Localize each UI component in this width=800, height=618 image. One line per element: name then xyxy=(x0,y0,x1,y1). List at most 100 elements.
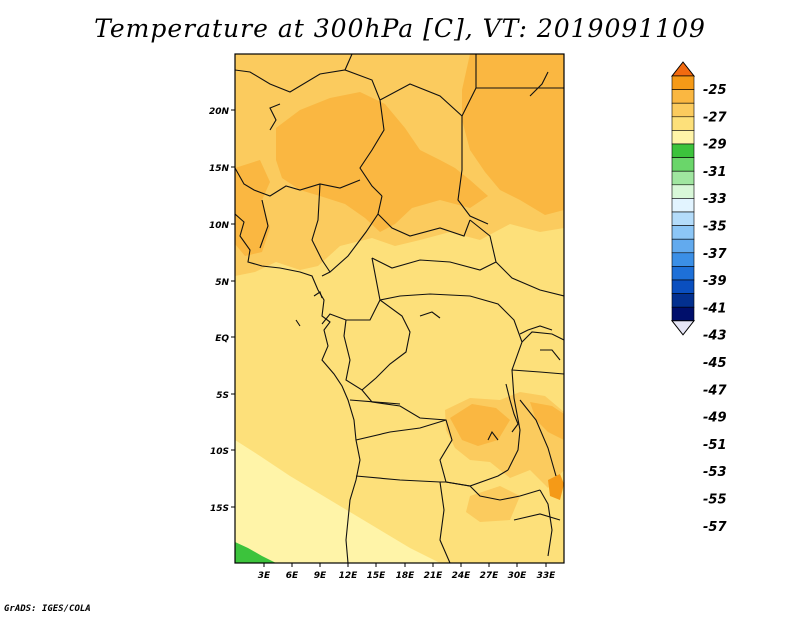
lon-tick-label: 9E xyxy=(314,571,327,581)
colorbar-segment xyxy=(671,238,695,254)
border-central-8 xyxy=(361,389,509,487)
colorbar-segment xyxy=(671,157,695,172)
colorbar-segment xyxy=(671,143,695,158)
colorbar-segment xyxy=(671,102,695,118)
colorbar: -25 -27 -29 -31 -33 -35 -37 -39 -41 -43 -45 -47 -49 -… xyxy=(670,61,727,535)
border-central-3 xyxy=(469,219,564,297)
lake-1 xyxy=(505,383,519,433)
colorbar-label: -31 xyxy=(703,165,727,180)
border-east-2 xyxy=(511,369,564,375)
lon-tick-label: 12E xyxy=(339,571,359,581)
lat-tick-label: EQ xyxy=(215,334,229,344)
colorbar-segment xyxy=(671,252,695,267)
lake-4 xyxy=(519,325,553,335)
lon-axis: 3E 6E 9E 12E 15E 18E 21E 24E 27E 30E 33E xyxy=(258,563,556,581)
colorbar-label: -45 xyxy=(703,356,727,371)
border-central-2 xyxy=(377,213,471,237)
lon-tick-label: 30E xyxy=(508,571,528,581)
border-south-2 xyxy=(439,481,451,563)
field-minus29-northeast xyxy=(462,54,564,215)
lat-tick-label: 15S xyxy=(210,504,229,514)
colorbar-segment xyxy=(671,170,695,186)
colorbar-segment xyxy=(671,266,695,281)
lat-axis: 20N 15N 10N 5N EQ 5S 10S 15S xyxy=(209,107,235,514)
colorbar-segment xyxy=(671,89,695,104)
colorbar-top-arrow xyxy=(670,61,696,77)
border-east-5 xyxy=(529,71,549,97)
border-central-1 xyxy=(321,195,383,277)
border-east-1 xyxy=(521,331,564,343)
field-minus35-band xyxy=(235,440,440,563)
lat-tick-label: 20N xyxy=(209,107,230,117)
lon-tick-label: 27E xyxy=(480,571,500,581)
colorbar-label: -33 xyxy=(703,192,727,207)
island-1 xyxy=(313,291,323,299)
colorbar-label: -43 xyxy=(703,329,727,344)
border-central-6 xyxy=(379,293,523,471)
lat-tick-label: 5N xyxy=(215,278,229,288)
coastline-west xyxy=(235,213,361,563)
map-frame xyxy=(234,53,565,564)
lon-tick-label: 21E xyxy=(424,571,444,581)
lake-2 xyxy=(419,311,441,319)
border-central-7 xyxy=(343,299,411,391)
colorbar-segment xyxy=(671,130,695,145)
country-borders xyxy=(235,54,564,563)
field-minus37-corner xyxy=(235,542,276,563)
colorbar-label: -57 xyxy=(703,520,727,535)
border-north-2 xyxy=(344,54,353,71)
border-north-6 xyxy=(269,103,281,131)
lake-3 xyxy=(487,430,499,441)
colorbar-label: -27 xyxy=(703,110,727,125)
border-east-3 xyxy=(540,349,561,361)
colorbar-label: -29 xyxy=(703,138,727,153)
colorbar-segment xyxy=(671,211,695,226)
border-north-7 xyxy=(235,167,361,197)
colorbar-segment xyxy=(671,225,695,240)
colorbar-label: -55 xyxy=(703,493,727,508)
border-north-8 xyxy=(259,199,269,249)
colorbar-label: -25 xyxy=(703,83,727,98)
border-south-3 xyxy=(445,481,541,501)
border-east-4 xyxy=(519,399,557,477)
temperature-field xyxy=(235,54,564,563)
field-minus29-north xyxy=(276,92,488,232)
colorbar-segment xyxy=(671,116,695,131)
border-south-5 xyxy=(539,489,553,557)
colorbar-label: -49 xyxy=(703,411,727,426)
border-central-9 xyxy=(355,419,447,441)
colorbar-segment xyxy=(671,293,695,308)
island-2 xyxy=(295,319,301,327)
colorbar-label: -41 xyxy=(703,301,727,316)
colorbar-label: -39 xyxy=(703,274,727,289)
colorbar-segment xyxy=(671,279,695,294)
lat-tick-label: 15N xyxy=(209,164,230,174)
border-north-9 xyxy=(311,183,331,273)
colorbar-label: -35 xyxy=(703,220,727,235)
lon-tick-label: 15E xyxy=(367,571,387,581)
lon-tick-label: 6E xyxy=(286,571,299,581)
border-north-1 xyxy=(235,69,385,197)
lon-tick-label: 33E xyxy=(537,571,557,581)
colorbar-bottom-arrow xyxy=(670,320,696,336)
lon-tick-label: 24E xyxy=(452,571,472,581)
border-central-4 xyxy=(321,257,381,325)
colorbar-label: -51 xyxy=(703,438,727,453)
lat-tick-label: 10S xyxy=(210,447,229,457)
border-central-5 xyxy=(371,257,497,271)
credit-label: GrADS: IGES/COLA xyxy=(4,604,91,614)
lon-tick-label: 3E xyxy=(258,571,271,581)
colorbar-label: -47 xyxy=(703,383,727,398)
border-south-4 xyxy=(513,513,561,521)
border-central-10 xyxy=(349,399,401,405)
lat-tick-label: 10N xyxy=(209,221,230,231)
field-minus27-patch xyxy=(548,474,564,500)
colorbar-segment xyxy=(671,184,695,199)
colorbar-label: -53 xyxy=(703,465,727,480)
field-minus29-east-edge xyxy=(530,402,564,440)
colorbar-label: -37 xyxy=(703,247,727,262)
lon-tick-label: 18E xyxy=(396,571,416,581)
map-title: Temperature at 300hPa [C], VT: 201909110… xyxy=(94,14,706,43)
colorbar-segment xyxy=(671,198,695,213)
